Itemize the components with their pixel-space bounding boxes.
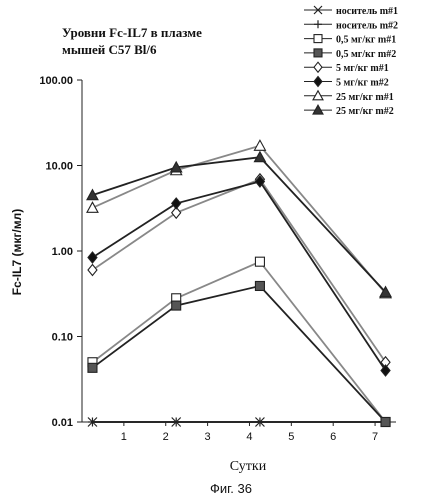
- y-tick-label: 1.00: [52, 246, 73, 258]
- y-axis-label: Fc-IL7 (мкг/мл): [10, 209, 24, 295]
- chart-title-line-2: мышей C57 Bl/6: [62, 42, 157, 57]
- legend-item: 5 мг/кг m#2: [304, 75, 389, 89]
- figure-caption: Фиг. 36: [210, 481, 252, 496]
- y-tick-label: 10.00: [45, 161, 73, 173]
- marker-square: [254, 256, 265, 267]
- marker-triangle: [169, 160, 183, 173]
- legend-label: носитель m#1: [336, 6, 398, 17]
- y-tick-label: 100.00: [39, 75, 73, 87]
- marker-x: [313, 5, 323, 15]
- marker-diamond: [380, 364, 391, 377]
- marker-plus: [314, 20, 322, 29]
- x-tick-label: 7: [372, 431, 378, 443]
- marker-triangle: [253, 139, 267, 151]
- marker-triangle: [379, 285, 392, 298]
- legend-item: 0,5 мг/кг m#1: [304, 34, 396, 46]
- legend-label: 25 мг/кг m#1: [336, 92, 394, 103]
- marker-diamond: [170, 206, 182, 220]
- legend-item: носитель m#2: [304, 20, 398, 31]
- legend-item: 5 мг/кг m#1: [304, 61, 389, 74]
- series-6: [86, 139, 392, 299]
- marker-triangle: [312, 103, 324, 115]
- marker-diamond: [313, 61, 323, 74]
- marker-square: [171, 300, 182, 311]
- legend-label: 5 мг/кг m#1: [336, 63, 389, 74]
- legend-label: 25 мг/кг m#2: [336, 106, 394, 117]
- series-line: [91, 260, 387, 423]
- series-1: [87, 417, 391, 427]
- legend-item: 25 мг/кг m#1: [304, 89, 394, 103]
- plot-area: [86, 139, 392, 428]
- marker-diamond: [87, 263, 98, 277]
- series-4: [87, 172, 391, 369]
- marker-square: [87, 362, 98, 373]
- x-axis-label: Сутки: [230, 459, 267, 474]
- series-line: [91, 284, 387, 423]
- series-7: [86, 150, 392, 298]
- legend-item: носитель m#1: [304, 5, 398, 17]
- marker-diamond: [87, 251, 98, 264]
- legend-label: носитель m#2: [336, 20, 398, 31]
- marker-diamond: [313, 75, 323, 88]
- marker-triangle: [86, 201, 99, 213]
- marker-diamond: [170, 197, 182, 210]
- x-tick-label: 2: [163, 431, 169, 443]
- marker-diamond: [254, 175, 266, 188]
- marker-square: [313, 48, 323, 58]
- x-tick-label: 1: [121, 431, 127, 443]
- series-5: [87, 175, 391, 377]
- y-ticks: 100.00 10.00 1.00 0.10 0.01: [39, 75, 82, 429]
- chart-title-line-1: Уровни Fc-IL7 в плазме: [62, 25, 202, 40]
- series-line: [91, 180, 387, 372]
- series-line: [92, 156, 387, 293]
- series-2: [87, 256, 391, 428]
- x-tick-label: 6: [330, 431, 336, 443]
- x-ticks: 1 2 3 4 5 6 7: [121, 422, 378, 443]
- x-tick-label: 3: [205, 431, 211, 443]
- x-tick-label: 4: [246, 431, 252, 443]
- series-3: [87, 280, 391, 428]
- marker-plus: [171, 417, 181, 427]
- marker-triangle: [253, 150, 267, 163]
- marker-triangle: [86, 188, 99, 201]
- marker-plus: [255, 417, 265, 427]
- marker-square: [380, 416, 391, 428]
- marker-square: [313, 34, 323, 44]
- legend-label: 5 мг/кг m#2: [336, 78, 389, 89]
- marker-plus: [87, 417, 97, 427]
- legend-label: 0,5 мг/кг m#2: [336, 49, 396, 60]
- x-tick-label: 5: [288, 431, 294, 443]
- legend-item: 0,5 мг/кг m#2: [304, 48, 396, 60]
- marker-triangle: [312, 89, 324, 101]
- marker-square: [254, 280, 265, 292]
- legend-item: 25 мг/кг m#2: [304, 103, 394, 117]
- legend-label: 0,5 мг/кг m#1: [336, 35, 396, 46]
- legend: носитель m#1 носитель m#2 0,5 мг/кг m#1 0,5…: [304, 5, 398, 117]
- series-line: [91, 178, 387, 363]
- series-line: [92, 144, 387, 294]
- y-tick-label: 0.10: [52, 332, 73, 344]
- y-tick-label: 0.01: [52, 417, 73, 429]
